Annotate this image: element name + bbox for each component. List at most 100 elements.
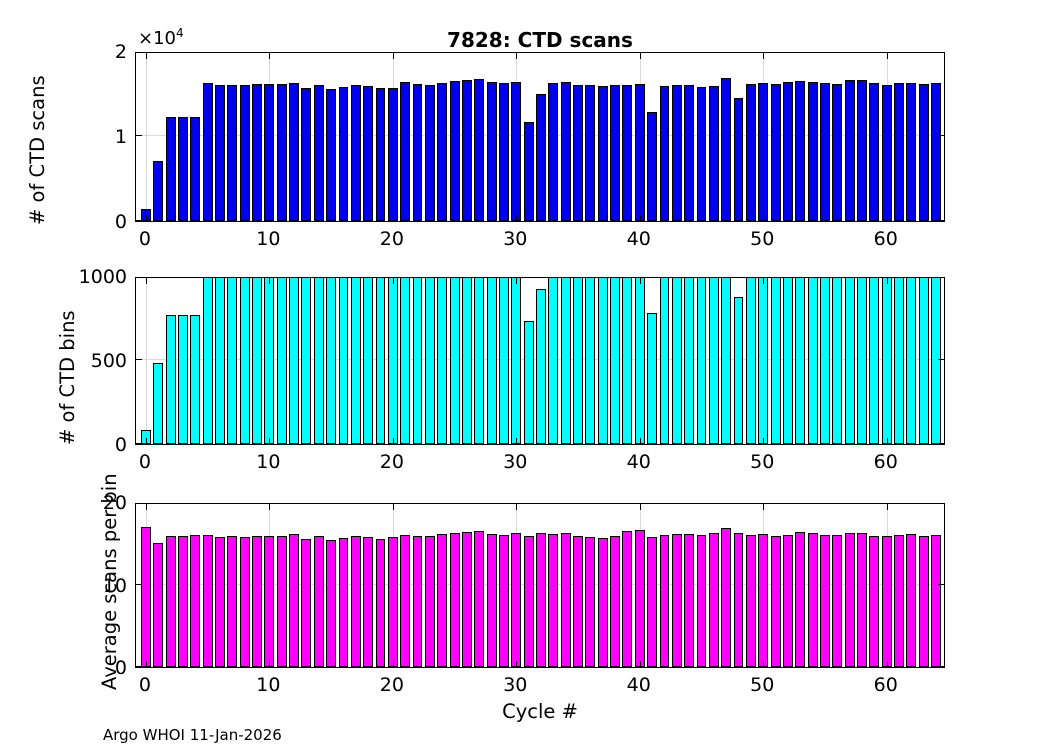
bar[interactable] <box>659 278 670 444</box>
bar[interactable] <box>857 278 867 444</box>
bar[interactable] <box>215 536 225 667</box>
bar[interactable] <box>758 83 769 221</box>
bar[interactable] <box>165 117 176 221</box>
bar[interactable] <box>548 83 559 221</box>
bar[interactable] <box>289 534 299 667</box>
bar[interactable] <box>573 535 583 667</box>
bar[interactable] <box>301 278 312 444</box>
bar[interactable] <box>140 526 151 667</box>
bar[interactable] <box>684 534 695 667</box>
bar[interactable] <box>437 278 448 444</box>
bar[interactable] <box>486 81 497 221</box>
bar[interactable] <box>387 278 398 444</box>
bar[interactable] <box>424 85 435 221</box>
bar[interactable] <box>412 278 423 444</box>
bar[interactable] <box>387 87 398 221</box>
bar[interactable] <box>721 528 732 667</box>
bar[interactable] <box>745 278 756 444</box>
bar[interactable] <box>363 86 374 221</box>
bar[interactable] <box>153 362 164 444</box>
bar[interactable] <box>239 85 250 221</box>
bar[interactable] <box>708 533 719 667</box>
bar[interactable] <box>400 535 411 667</box>
bar[interactable] <box>844 532 855 667</box>
bar[interactable] <box>820 83 830 221</box>
bar[interactable] <box>252 278 262 444</box>
bar[interactable] <box>671 278 682 444</box>
bar[interactable] <box>708 278 719 444</box>
bar[interactable] <box>523 321 534 444</box>
bar[interactable] <box>499 535 509 667</box>
bar[interactable] <box>560 82 571 221</box>
bar[interactable] <box>881 278 892 444</box>
bar[interactable] <box>177 117 188 221</box>
bar[interactable] <box>350 85 361 221</box>
bar[interactable] <box>523 121 534 221</box>
bar[interactable] <box>770 535 781 667</box>
bar[interactable] <box>745 535 756 667</box>
bar[interactable] <box>326 88 337 221</box>
bar[interactable] <box>326 539 337 667</box>
bar[interactable] <box>301 88 312 221</box>
bar[interactable] <box>597 85 608 221</box>
bar[interactable] <box>560 278 571 444</box>
bar[interactable] <box>486 278 497 444</box>
bar[interactable] <box>227 84 238 221</box>
bar[interactable] <box>202 535 213 667</box>
bar[interactable] <box>807 533 818 667</box>
bar[interactable] <box>289 82 299 221</box>
bar[interactable] <box>894 278 904 444</box>
bar[interactable] <box>622 278 633 444</box>
bar[interactable] <box>622 84 633 221</box>
bar[interactable] <box>202 83 213 221</box>
bar[interactable] <box>548 278 559 444</box>
bar[interactable] <box>634 84 645 221</box>
bar[interactable] <box>276 535 287 667</box>
bar[interactable] <box>461 531 472 667</box>
bar[interactable] <box>573 85 583 221</box>
bar[interactable] <box>721 78 732 221</box>
plot-area-avg-scans[interactable] <box>135 503 945 668</box>
bar[interactable] <box>412 84 423 221</box>
bar[interactable] <box>585 278 596 444</box>
bar[interactable] <box>338 278 349 444</box>
bar[interactable] <box>671 534 682 667</box>
bar[interactable] <box>350 535 361 667</box>
bar[interactable] <box>869 83 880 221</box>
bar[interactable] <box>202 278 213 444</box>
bar[interactable] <box>906 82 917 221</box>
bar[interactable] <box>597 538 608 667</box>
bar[interactable] <box>437 534 448 667</box>
bar[interactable] <box>375 539 386 667</box>
bar[interactable] <box>190 535 201 667</box>
bar[interactable] <box>684 85 695 221</box>
bar[interactable] <box>783 82 793 221</box>
bar[interactable] <box>313 278 324 444</box>
bar[interactable] <box>536 93 546 221</box>
bar[interactable] <box>869 278 880 444</box>
bar[interactable] <box>733 297 744 444</box>
bar[interactable] <box>733 97 744 221</box>
bar[interactable] <box>844 278 855 444</box>
bar[interactable] <box>585 536 596 667</box>
bar[interactable] <box>190 117 201 221</box>
bar[interactable] <box>474 278 485 444</box>
bar[interactable] <box>560 533 571 667</box>
bar[interactable] <box>918 84 929 221</box>
bar[interactable] <box>474 79 485 221</box>
bar[interactable] <box>165 535 176 667</box>
bar[interactable] <box>215 278 225 444</box>
bar[interactable] <box>857 533 867 667</box>
bar[interactable] <box>239 537 250 667</box>
bar[interactable] <box>844 79 855 221</box>
bar[interactable] <box>387 537 398 667</box>
bar[interactable] <box>276 84 287 221</box>
bar[interactable] <box>289 278 299 444</box>
bar[interactable] <box>622 530 633 667</box>
bar[interactable] <box>918 278 929 444</box>
bar[interactable] <box>548 534 559 667</box>
bar[interactable] <box>252 535 262 667</box>
bar[interactable] <box>647 312 658 444</box>
bar[interactable] <box>857 80 867 221</box>
bar[interactable] <box>832 278 843 444</box>
